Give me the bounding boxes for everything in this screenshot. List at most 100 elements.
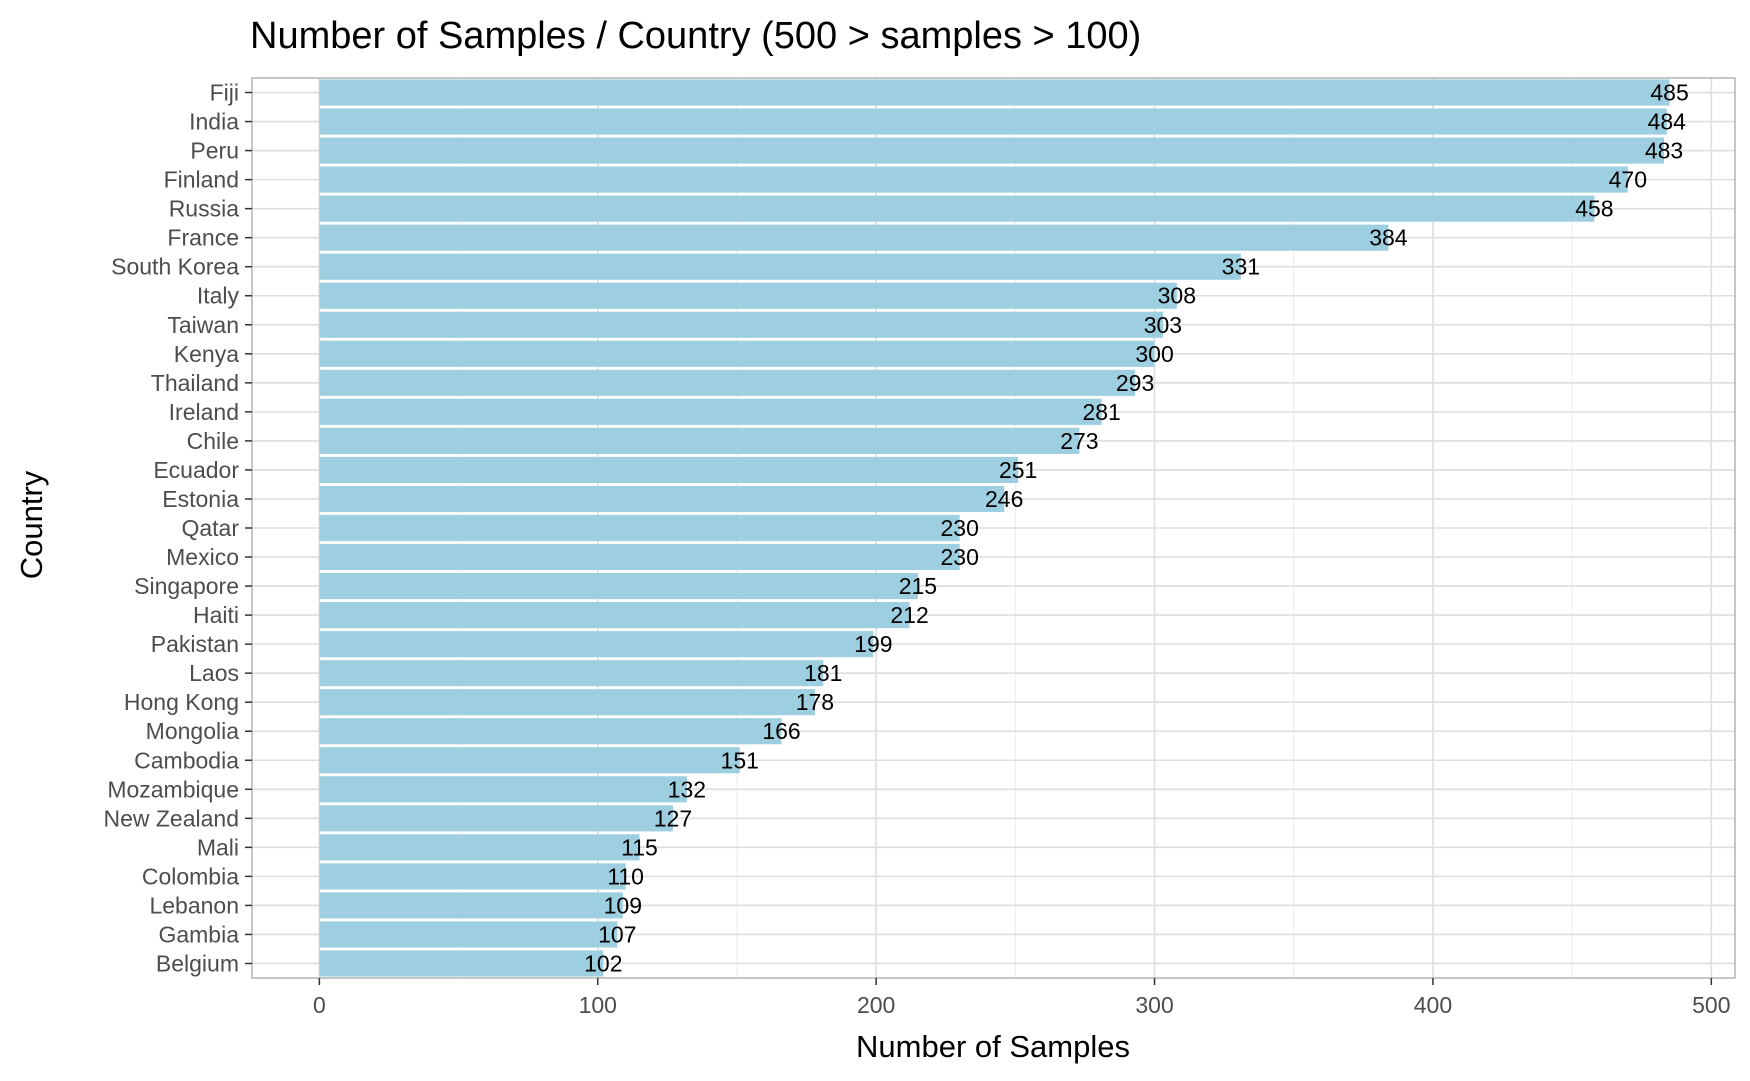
y-tick-label: Colombia (142, 863, 239, 889)
x-axis-title: Number of Samples (856, 1029, 1130, 1064)
data-label: 102 (584, 950, 622, 976)
bar (319, 427, 1080, 454)
y-tick-label: Laos (189, 660, 239, 686)
data-label: 300 (1135, 341, 1173, 367)
data-label: 215 (899, 573, 937, 599)
data-label: 230 (940, 544, 978, 570)
y-tick-label: Singapore (134, 573, 239, 599)
y-tick-label: Ecuador (153, 457, 239, 483)
bar (319, 369, 1136, 396)
bar (319, 398, 1102, 425)
data-label: 109 (604, 892, 642, 918)
y-tick-label: Italy (197, 283, 240, 309)
data-label: 281 (1082, 399, 1120, 425)
y-tick-label: Estonia (162, 486, 239, 512)
bar (319, 660, 824, 687)
y-tick-label: Fiji (210, 80, 239, 106)
bar (319, 485, 1005, 513)
data-label: 485 (1650, 80, 1688, 106)
bar (319, 456, 1019, 483)
x-tick-label: 400 (1414, 992, 1452, 1018)
y-tick-label: Ireland (169, 399, 239, 425)
bars (319, 79, 1670, 977)
y-tick-label: Mongolia (146, 718, 240, 744)
y-tick-label: France (167, 225, 239, 251)
data-label: 127 (654, 805, 692, 831)
bar (319, 921, 618, 948)
bar (319, 282, 1177, 309)
data-label: 199 (854, 631, 892, 657)
y-tick-label: Pakistan (151, 631, 239, 657)
x-tick-label: 0 (313, 992, 326, 1018)
data-label: 331 (1222, 254, 1260, 280)
x-tick-label: 500 (1692, 992, 1730, 1018)
y-tick-label: Finland (164, 167, 239, 193)
data-label: 303 (1144, 312, 1182, 338)
y-tick-label: Cambodia (134, 747, 239, 773)
chart-title: Number of Samples / Country (500 > sampl… (250, 15, 1141, 57)
bar (319, 863, 626, 890)
bar (319, 311, 1163, 338)
bar (319, 573, 918, 600)
data-label: 230 (940, 515, 978, 541)
x-tick-label: 300 (1135, 992, 1173, 1018)
y-axis-title: Country (14, 470, 49, 579)
bar (319, 166, 1628, 193)
data-label: 181 (804, 660, 842, 686)
bar (319, 79, 1670, 106)
y-tick-label: South Korea (111, 254, 239, 280)
data-label: 483 (1645, 138, 1683, 164)
data-label: 178 (796, 689, 834, 715)
bar (319, 950, 604, 977)
bar (319, 602, 910, 629)
data-label: 470 (1609, 167, 1647, 193)
data-label: 458 (1575, 196, 1613, 222)
x-axis: 0 100 200 300 400 500 (313, 978, 1731, 1018)
data-label: 273 (1060, 428, 1098, 454)
data-label: 115 (621, 834, 658, 860)
bar (319, 137, 1665, 164)
data-label: 212 (890, 602, 928, 628)
y-tick-label: India (189, 109, 239, 135)
y-tick-label: Mexico (166, 544, 239, 570)
bar (319, 689, 815, 716)
bar (319, 747, 740, 774)
bar (319, 718, 782, 745)
data-labels: 485 484 483 470 458 384 331 308 303 300 293 281 273 2… (584, 80, 1689, 977)
y-axis: Fiji India Peru Finland Russia France South Ko… (103, 80, 252, 976)
y-tick-label: New Zealand (103, 805, 239, 831)
data-label: 110 (607, 863, 644, 889)
y-tick-label: Lebanon (149, 892, 239, 918)
bar (319, 514, 960, 542)
data-label: 384 (1369, 225, 1408, 251)
bar (319, 631, 874, 658)
data-label: 107 (598, 921, 636, 947)
bar (319, 892, 623, 919)
bar (319, 340, 1155, 367)
y-tick-label: Kenya (174, 341, 239, 367)
data-label: 293 (1116, 370, 1154, 396)
y-tick-label: Mali (197, 834, 239, 860)
bar (319, 776, 687, 803)
y-tick-label: Qatar (181, 515, 239, 541)
bar (319, 224, 1389, 251)
x-tick-label: 200 (857, 992, 895, 1018)
y-tick-label: Belgium (156, 950, 239, 976)
y-tick-label: Taiwan (167, 312, 239, 338)
data-label: 246 (985, 486, 1023, 512)
data-label: 151 (721, 747, 759, 773)
y-tick-label: Haiti (193, 602, 239, 628)
data-label: 308 (1158, 283, 1196, 309)
data-label: 251 (999, 457, 1037, 483)
bar (319, 253, 1241, 280)
bar (319, 543, 960, 571)
y-tick-label: Gambia (158, 921, 239, 947)
bar (319, 195, 1595, 222)
y-tick-label: Thailand (151, 370, 239, 396)
data-label: 166 (762, 718, 800, 744)
y-tick-label: Hong Kong (124, 689, 239, 715)
y-tick-label: Chile (187, 428, 239, 454)
bar (319, 834, 640, 861)
bar (319, 805, 673, 832)
